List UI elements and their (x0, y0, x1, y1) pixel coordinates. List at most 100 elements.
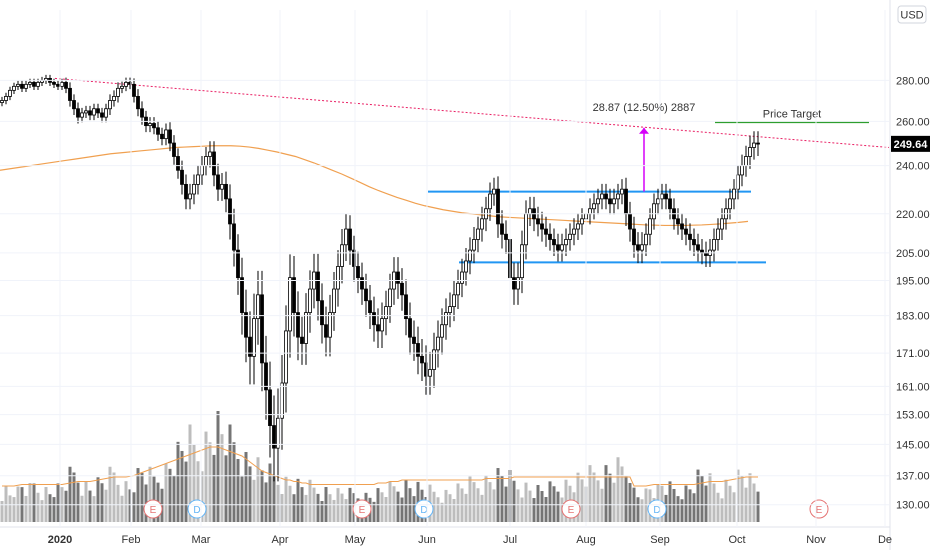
volume-bar (540, 491, 544, 522)
candle-body (460, 271, 464, 284)
volume-bar (736, 469, 740, 522)
y-tick-label: 145.00 (896, 439, 930, 451)
volume-bar (500, 475, 504, 522)
candle-body (244, 312, 248, 338)
candle-body (320, 300, 324, 326)
candle-body (396, 271, 400, 284)
candle-body (152, 123, 156, 129)
candle-body (656, 198, 660, 205)
volume-bar (212, 454, 216, 522)
candle-body (260, 294, 264, 364)
candle-body (124, 81, 128, 87)
candle-body (556, 244, 560, 251)
volume-bar (8, 495, 12, 522)
volume-bar (344, 499, 348, 522)
candle-body (148, 123, 152, 127)
candle-body (164, 129, 168, 140)
candle-body (8, 89, 12, 97)
volume-bar (208, 442, 212, 522)
volume-bar (396, 491, 400, 522)
volume-bar (620, 466, 624, 522)
event-marker-label: D (193, 505, 200, 516)
candle-body (168, 129, 172, 144)
candle-body (288, 277, 292, 332)
candle-body (576, 223, 580, 230)
y-tick-label: 171.00 (896, 348, 930, 360)
candle-body (360, 277, 364, 290)
candle-body (104, 108, 108, 118)
candle-body (284, 330, 288, 384)
candle-body (248, 336, 252, 357)
candle-body (52, 81, 56, 85)
last-price-tag: 249.64 (891, 135, 930, 152)
y-tick-label: 260.00 (896, 116, 930, 128)
candle-body (232, 223, 236, 251)
x-tick-label: Jun (418, 534, 436, 546)
volume-bar (248, 466, 252, 522)
volume-bar (288, 485, 292, 522)
volume-bar (340, 493, 344, 522)
candle-body (156, 127, 160, 135)
volume-bar (164, 463, 168, 522)
event-marker-label: E (816, 505, 823, 516)
y-tick-label: 130.00 (896, 500, 930, 512)
candle-body (240, 277, 244, 313)
volume-bar (488, 482, 492, 522)
candle-body (404, 294, 408, 320)
currency-badge[interactable]: USD (897, 5, 927, 24)
candle-body (188, 193, 192, 200)
volume-bar (176, 441, 180, 522)
volume-bar (564, 479, 568, 522)
candle-body (448, 306, 452, 313)
volume-bar (40, 500, 44, 522)
volume-bar (728, 485, 732, 522)
candle-body (568, 233, 572, 240)
candle-body (712, 239, 716, 251)
x-tick-label: Nov (806, 534, 826, 546)
x-tick-label: Jul (503, 534, 517, 546)
volume-bar (252, 479, 256, 522)
candle-body (444, 312, 448, 326)
candle-body (368, 300, 372, 313)
volume-bar (100, 483, 104, 522)
volume-bar (272, 475, 276, 522)
candle-body (564, 239, 568, 246)
candle-body (68, 87, 72, 101)
volume-bar (68, 466, 72, 522)
last-price-box (891, 135, 930, 152)
candle-body (748, 147, 752, 157)
volume-bar (640, 499, 644, 522)
candle-body (336, 266, 340, 290)
candle-body (76, 108, 80, 118)
candle-body (300, 336, 304, 344)
volume-bar (388, 481, 392, 522)
price-axis[interactable]: 130.00 137.00 145.00 153.00 161.00 171.00 183.… (0, 75, 930, 512)
volume-bar (268, 463, 272, 522)
volume-bar (224, 455, 228, 522)
candle-body (216, 174, 220, 190)
candle-body (496, 188, 500, 225)
volume-bar (644, 488, 648, 522)
volume-bar (696, 469, 700, 522)
volume-bar (732, 492, 736, 522)
volume-bar (448, 494, 452, 522)
time-axis[interactable]: 2020 Feb Mar Apr May Jun Jul Aug Sep Oct Nov De (48, 10, 892, 546)
candle-body (552, 239, 556, 246)
candle-body (204, 156, 208, 167)
candle-body (440, 324, 444, 338)
volume-bar (76, 482, 80, 522)
volume-bar (680, 499, 684, 522)
candle-body (160, 133, 164, 140)
y-tick-label: 137.00 (896, 471, 930, 483)
volume-bar (72, 472, 76, 522)
volume-bar (220, 434, 224, 522)
volume-bar (692, 493, 696, 522)
volume-bar (636, 497, 640, 522)
volume-bar (600, 488, 604, 522)
volume-bar (604, 465, 608, 522)
volume-bar (96, 477, 100, 522)
volume-bar (148, 466, 152, 522)
